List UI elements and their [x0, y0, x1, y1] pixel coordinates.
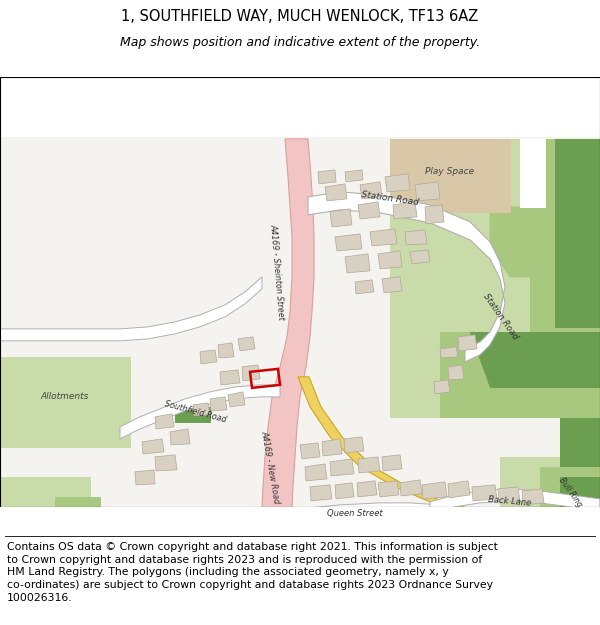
Polygon shape [378, 481, 399, 497]
Polygon shape [540, 467, 600, 567]
Polygon shape [155, 455, 177, 471]
Polygon shape [210, 397, 227, 411]
Polygon shape [345, 254, 370, 273]
Polygon shape [0, 357, 130, 447]
Polygon shape [358, 202, 380, 219]
Text: Back Lane: Back Lane [488, 496, 532, 508]
Text: Southfield Road: Southfield Road [163, 399, 227, 424]
Polygon shape [325, 184, 347, 201]
Polygon shape [330, 209, 352, 227]
Polygon shape [120, 385, 280, 439]
Polygon shape [378, 251, 402, 269]
Polygon shape [357, 481, 377, 497]
Polygon shape [335, 234, 362, 251]
Polygon shape [490, 207, 570, 277]
Polygon shape [175, 407, 210, 422]
Text: Play Space: Play Space [425, 168, 475, 176]
Polygon shape [500, 457, 600, 567]
Polygon shape [298, 377, 600, 527]
Polygon shape [360, 182, 382, 199]
Text: Allotments: Allotments [41, 392, 89, 401]
Polygon shape [0, 137, 600, 567]
Polygon shape [262, 503, 470, 530]
Polygon shape [522, 489, 544, 505]
Polygon shape [0, 477, 90, 567]
Polygon shape [448, 481, 470, 498]
Polygon shape [458, 335, 477, 351]
Polygon shape [335, 483, 354, 499]
Polygon shape [555, 139, 600, 327]
Polygon shape [358, 457, 380, 473]
Text: A4169 - Sheinton Street: A4169 - Sheinton Street [268, 224, 286, 320]
Polygon shape [155, 414, 174, 429]
Polygon shape [135, 470, 155, 485]
Polygon shape [370, 229, 397, 246]
Polygon shape [393, 202, 417, 219]
Polygon shape [415, 182, 440, 201]
Polygon shape [262, 139, 314, 567]
Polygon shape [434, 380, 450, 394]
Polygon shape [300, 443, 320, 459]
Polygon shape [200, 350, 217, 364]
Polygon shape [440, 332, 600, 417]
Polygon shape [0, 277, 262, 341]
Polygon shape [422, 482, 447, 499]
Polygon shape [390, 139, 510, 212]
Polygon shape [355, 280, 374, 294]
Polygon shape [405, 230, 427, 245]
Polygon shape [410, 250, 430, 264]
Polygon shape [560, 139, 600, 567]
Text: A4169 - New Road: A4169 - New Road [259, 429, 281, 504]
Polygon shape [470, 332, 600, 387]
Text: Map shows position and indicative extent of the property.: Map shows position and indicative extent… [120, 36, 480, 49]
Polygon shape [430, 489, 600, 514]
Polygon shape [344, 437, 364, 453]
Polygon shape [142, 439, 164, 454]
Polygon shape [305, 464, 327, 481]
Polygon shape [318, 170, 336, 184]
Polygon shape [498, 487, 520, 503]
Polygon shape [170, 429, 190, 445]
Polygon shape [425, 205, 444, 224]
Polygon shape [530, 139, 600, 387]
Polygon shape [400, 480, 422, 496]
Polygon shape [242, 365, 260, 381]
Polygon shape [238, 337, 255, 351]
Polygon shape [448, 365, 464, 380]
Polygon shape [382, 455, 402, 471]
Polygon shape [385, 174, 410, 192]
Text: Contains OS data © Crown copyright and database right 2021. This information is : Contains OS data © Crown copyright and d… [7, 542, 498, 603]
Text: Queen Street: Queen Street [327, 509, 383, 518]
Polygon shape [218, 343, 234, 358]
Polygon shape [322, 439, 342, 456]
Polygon shape [55, 497, 100, 567]
Polygon shape [520, 139, 545, 207]
Polygon shape [228, 392, 245, 407]
Polygon shape [330, 459, 354, 476]
Text: Station Road: Station Road [481, 292, 519, 341]
Polygon shape [440, 347, 458, 358]
Polygon shape [193, 403, 210, 416]
Polygon shape [308, 192, 505, 362]
Polygon shape [390, 139, 600, 417]
Text: 1, SOUTHFIELD WAY, MUCH WENLOCK, TF13 6AZ: 1, SOUTHFIELD WAY, MUCH WENLOCK, TF13 6A… [121, 9, 479, 24]
Text: Bull Ring: Bull Ring [557, 476, 583, 508]
Polygon shape [382, 277, 402, 293]
Polygon shape [345, 170, 363, 182]
Text: Station Road: Station Road [361, 191, 419, 208]
Polygon shape [472, 485, 497, 501]
Polygon shape [220, 370, 240, 385]
Polygon shape [560, 477, 600, 567]
Polygon shape [310, 485, 332, 501]
